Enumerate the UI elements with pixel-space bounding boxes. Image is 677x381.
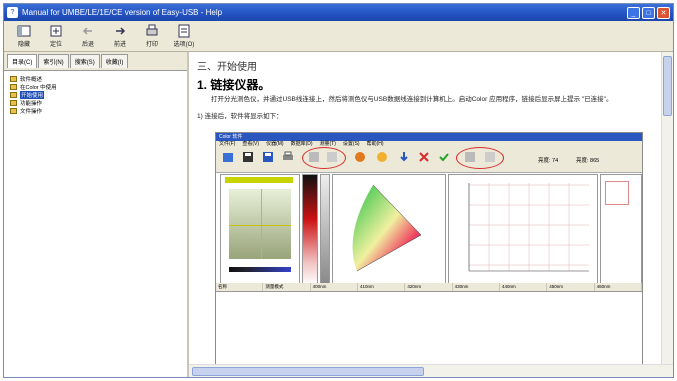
- embedded-toolbar: 亮度: 74 亮度: 865: [216, 147, 642, 173]
- hide-button[interactable]: 隐藏: [10, 23, 38, 51]
- help-window: ? Manual for UMBE/LE/1E/CE version of Ea…: [3, 3, 674, 378]
- tree-item[interactable]: 在Color 中使用: [10, 83, 181, 91]
- highlight-circle: [456, 147, 504, 169]
- tree-item[interactable]: 软件概述: [10, 75, 181, 83]
- lightness-bar: [229, 267, 291, 272]
- color-swatch: [229, 189, 291, 259]
- gray-bar: [320, 174, 330, 286]
- book-icon: [10, 76, 17, 82]
- topic-content: 三、开始使用 1. 链接仪器。 打开分光测色仪，并通过USB线连接上，然后将测色…: [189, 52, 673, 377]
- help-book-icon: ?: [7, 7, 18, 18]
- save-icon: [243, 152, 253, 162]
- maximize-button[interactable]: □: [642, 6, 655, 19]
- average-icon: [377, 152, 387, 162]
- book-icon: [10, 92, 17, 98]
- book-icon: [10, 84, 17, 90]
- step-title: 1. 链接仪器。: [197, 78, 271, 92]
- legend-panel: [600, 174, 642, 286]
- tab-contents[interactable]: 目录(C): [7, 54, 38, 68]
- tab-favorites[interactable]: 收藏(I): [100, 54, 129, 68]
- scroll-thumb[interactable]: [663, 56, 672, 116]
- step-description: 打开分光测色仪，并通过USB线连接上，然后将测色仪与USB数据线连接到计算机上。…: [211, 96, 613, 103]
- window-title: Manual for UMBE/LE/1E/CE version of Easy…: [22, 8, 223, 17]
- measure-icon: [355, 152, 365, 162]
- data-grid: 名称 测量模式 400nm 410nm 420nm 430nm 440nm 45…: [216, 283, 642, 373]
- embedded-title: Color 软件: [216, 133, 642, 141]
- embedded-menu: 文件(F) 查看(V) 仪器(M) 数据库(D) 测量(T) 设置(S) 帮助(…: [216, 141, 642, 148]
- save-as-icon: [263, 152, 273, 162]
- confirm-icon: [439, 153, 449, 162]
- tab-index[interactable]: 索引(N): [38, 54, 69, 68]
- download-icon: [400, 152, 408, 162]
- close-button[interactable]: ✕: [657, 6, 670, 19]
- color-swatch-panel: [220, 174, 300, 286]
- options-icon: [178, 24, 190, 38]
- book-icon: [10, 108, 17, 114]
- section-title: 三、开始使用: [197, 62, 257, 73]
- print-icon: [146, 24, 158, 36]
- book-icon: [10, 100, 17, 106]
- back-button[interactable]: 后退: [74, 23, 102, 51]
- open-icon: [223, 153, 233, 162]
- red-green-bar: [302, 174, 318, 286]
- forward-button[interactable]: 前进: [106, 23, 134, 51]
- title-bar[interactable]: ? Manual for UMBE/LE/1E/CE version of Ea…: [4, 4, 673, 21]
- status-brightness-left: 亮度: 74: [538, 158, 559, 164]
- locate-icon: [50, 25, 62, 37]
- highlight-circle: [302, 147, 346, 169]
- contents-tree: 软件概述 在Color 中使用 开始使用 功能操作 文件操作: [4, 71, 187, 119]
- minimize-button[interactable]: _: [627, 6, 640, 19]
- status-brightness-right: 亮度: 865: [576, 158, 600, 164]
- tab-search[interactable]: 搜索(S): [69, 54, 100, 68]
- legend-box: [605, 181, 629, 205]
- navigation-pane: 目录(C) 索引(N) 搜索(S) 收藏(I) 软件概述 在Color 中使用 …: [4, 52, 189, 377]
- swatch-bar: [225, 177, 293, 183]
- substep-text: 1) 连接后，软件将显示如下：: [197, 113, 283, 120]
- delete-icon: [419, 152, 429, 162]
- print-icon: [283, 151, 293, 160]
- help-toolbar: 隐藏 定位 后退 前进 打印 选项(O): [4, 21, 673, 52]
- chromaticity-diagram: [333, 175, 445, 285]
- scroll-thumb[interactable]: [192, 367, 424, 376]
- options-button[interactable]: 选项(O): [170, 23, 198, 51]
- back-icon: [82, 27, 92, 35]
- tree-item[interactable]: 文件操作: [10, 107, 181, 115]
- spectrum-chart: [448, 174, 598, 286]
- locate-button[interactable]: 定位: [42, 23, 70, 51]
- vertical-scrollbar[interactable]: [661, 52, 673, 365]
- embedded-screenshot: Color 软件 文件(F) 查看(V) 仪器(M) 数据库(D) 测量(T) …: [215, 132, 643, 374]
- hide-icon: [17, 25, 31, 37]
- tree-item[interactable]: 功能操作: [10, 99, 181, 107]
- main-area: 目录(C) 索引(N) 搜索(S) 收藏(I) 软件概述 在Color 中使用 …: [4, 52, 673, 377]
- spectrum-grid: [449, 175, 597, 285]
- horizontal-scrollbar[interactable]: [189, 364, 673, 377]
- forward-icon: [116, 27, 126, 35]
- tree-item-selected[interactable]: 开始使用: [10, 91, 181, 99]
- print-button[interactable]: 打印: [138, 23, 166, 51]
- chromaticity-chart: [332, 174, 446, 286]
